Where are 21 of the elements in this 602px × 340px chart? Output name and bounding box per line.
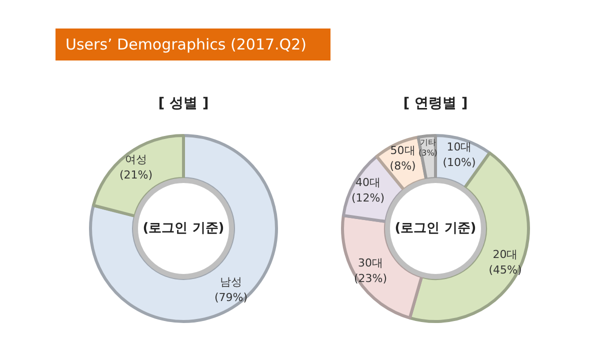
slice-label: 10대 bbox=[446, 140, 472, 154]
slice-label: 남성 bbox=[220, 275, 242, 288]
slice-label: 30대 bbox=[358, 256, 383, 270]
slice-label: 40대 bbox=[355, 176, 380, 190]
data-label: (10%) bbox=[442, 156, 476, 170]
data-label: (21%) bbox=[119, 168, 153, 182]
data-label: (8%) bbox=[390, 160, 416, 173]
slice-label: 20대 bbox=[492, 248, 518, 261]
chart-title: [ 성별 ] bbox=[158, 96, 209, 112]
data-label: (23%) bbox=[354, 272, 388, 285]
text: (로그인 기준) bbox=[394, 221, 476, 236]
slice-label: 기타 bbox=[420, 138, 436, 147]
data-label: (12%) bbox=[351, 192, 385, 205]
text: (로그인 기준) bbox=[142, 221, 224, 236]
slice-label: 50대 bbox=[390, 144, 416, 157]
slice-label: 여성 bbox=[125, 152, 147, 166]
data-label: (45%) bbox=[488, 264, 522, 277]
text: Users’ Demographics (2017.Q2) bbox=[66, 36, 307, 54]
data-label: (79%) bbox=[214, 291, 248, 304]
data-label: (3%) bbox=[418, 148, 438, 158]
chart-title: [ 연령별 ] bbox=[403, 96, 468, 112]
